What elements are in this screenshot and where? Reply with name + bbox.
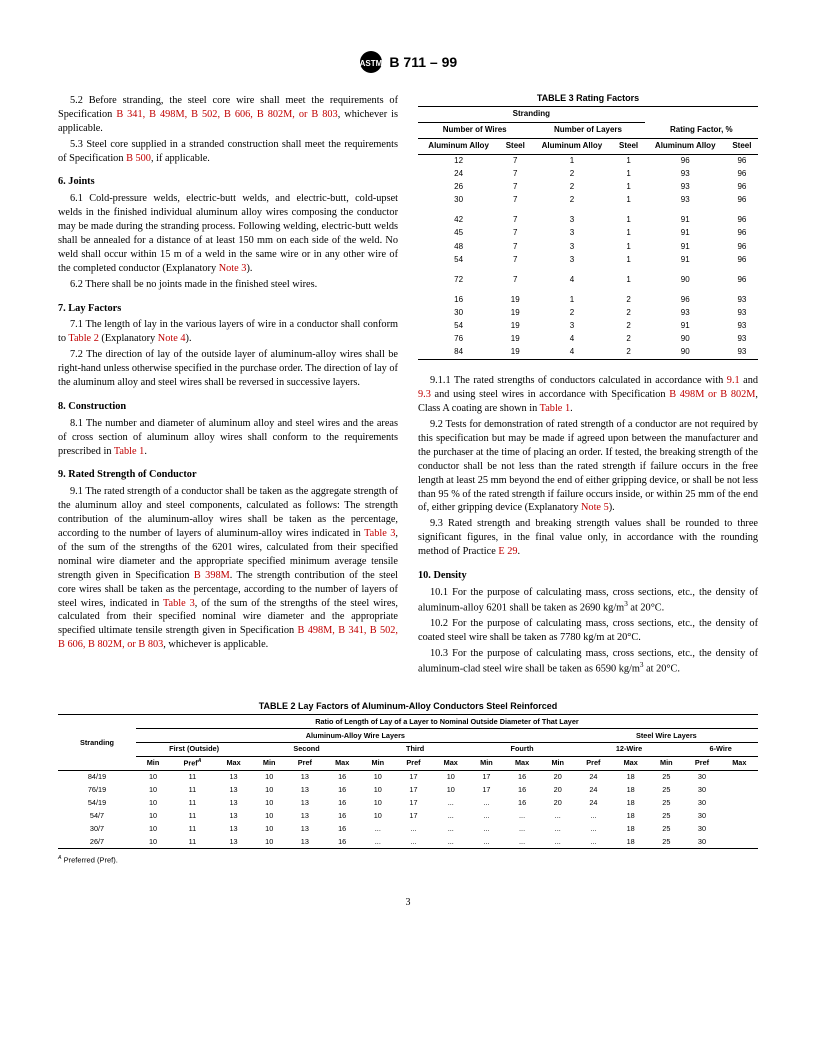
spec-link[interactable]: B 498M or B 802M — [669, 389, 755, 400]
svg-text:ASTM: ASTM — [360, 59, 383, 68]
table2-footnote: A Preferred (Pref). — [58, 855, 758, 866]
section-6-head: 6. Joints — [58, 175, 398, 189]
note-link[interactable]: Note 4 — [158, 333, 186, 344]
spec-link[interactable]: B 500 — [126, 153, 151, 164]
spec-link[interactable]: B 398M — [194, 570, 230, 581]
table2-caption: TABLE 2 Lay Factors of Aluminum-Alloy Co… — [58, 700, 758, 712]
para-9-2: 9.2 Tests for demonstration of rated str… — [418, 418, 758, 515]
para-9-1: 9.1 The rated strength of a conductor sh… — [58, 485, 398, 652]
left-column: 5.2 Before stranding, the steel core wir… — [58, 92, 398, 678]
para-7-1: 7.1 The length of lay in the various lay… — [58, 318, 398, 346]
section-7-head: 7. Lay Factors — [58, 302, 398, 316]
astm-logo: ASTM — [359, 50, 383, 74]
para-7-2: 7.2 The direction of lay of the outside … — [58, 348, 398, 390]
table-2: StrandingRatio of Length of Lay of a Lay… — [58, 714, 758, 849]
para-6-2: 6.2 There shall be no joints made in the… — [58, 278, 398, 292]
designation: B 711 – 99 — [389, 54, 457, 70]
note-link[interactable]: Note 5 — [581, 502, 609, 513]
page-header: ASTM B 711 – 99 — [58, 50, 758, 74]
xref-link[interactable]: 9.1 — [727, 375, 740, 386]
spec-link[interactable]: B 341, B 498M, B 502, B 606, B 802M, or … — [116, 109, 337, 120]
table-link[interactable]: Table 2 — [68, 333, 98, 344]
table-3: Stranding Number of WiresNumber of Layer… — [418, 106, 758, 360]
section-9-head: 9. Rated Strength of Conductor — [58, 468, 398, 482]
table-link[interactable]: Table 1 — [540, 403, 570, 414]
section-10-head: 10. Density — [418, 569, 758, 583]
para-10-1: 10.1 For the purpose of calculating mass… — [418, 586, 758, 615]
note-link[interactable]: Note 3 — [219, 263, 247, 274]
table-link[interactable]: Table 3 — [163, 598, 195, 609]
page-number: 3 — [58, 896, 758, 910]
xref-link[interactable]: 9.3 — [418, 389, 431, 400]
table-link[interactable]: Table 1 — [114, 446, 144, 457]
para-9-1-1: 9.1.1 The rated strengths of conductors … — [418, 374, 758, 416]
table-link[interactable]: Table 3 — [364, 528, 395, 539]
right-column: TABLE 3 Rating Factors Stranding Number … — [418, 92, 758, 678]
para-8-1: 8.1 The number and diameter of aluminum … — [58, 417, 398, 459]
spec-link[interactable]: E 29 — [498, 546, 517, 557]
para-9-3: 9.3 Rated strength and breaking strength… — [418, 517, 758, 559]
para-10-2: 10.2 For the purpose of calculating mass… — [418, 617, 758, 645]
table3-caption: TABLE 3 Rating Factors — [418, 92, 758, 104]
para-5-3: 5.3 Steel core supplied in a stranded co… — [58, 138, 398, 166]
para-5-2: 5.2 Before stranding, the steel core wir… — [58, 94, 398, 136]
para-10-3: 10.3 For the purpose of calculating mass… — [418, 647, 758, 676]
para-6-1: 6.1 Cold-pressure welds, electric-butt w… — [58, 192, 398, 275]
section-8-head: 8. Construction — [58, 400, 398, 414]
